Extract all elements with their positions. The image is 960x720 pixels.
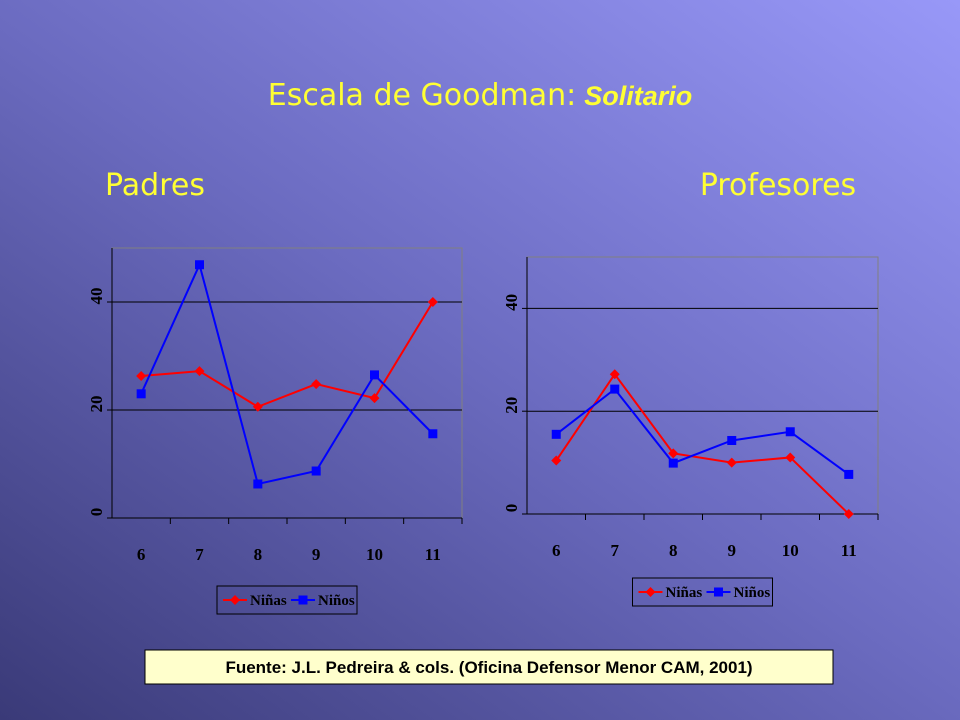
marker bbox=[551, 429, 561, 439]
series-line bbox=[555, 372, 850, 515]
x-tick-label: 8 bbox=[254, 545, 263, 564]
x-tick-label: 10 bbox=[366, 545, 383, 564]
marker bbox=[253, 479, 263, 489]
marker bbox=[610, 384, 620, 394]
marker bbox=[609, 369, 620, 380]
marker bbox=[714, 587, 723, 597]
x-tick-label: 11 bbox=[425, 545, 441, 564]
x-tick-label: 6 bbox=[137, 545, 146, 564]
series-line bbox=[140, 261, 434, 486]
marker bbox=[194, 366, 205, 377]
marker bbox=[645, 587, 656, 597]
marker bbox=[136, 389, 146, 399]
marker bbox=[551, 455, 562, 466]
x-tick-label: 7 bbox=[195, 545, 204, 564]
legend-label: Niñas bbox=[666, 585, 703, 601]
marker bbox=[785, 427, 795, 437]
marker bbox=[668, 458, 678, 468]
marker bbox=[230, 595, 240, 605]
plot-frame bbox=[526, 256, 879, 515]
legend-box bbox=[216, 585, 358, 615]
x-tick-label: 6 bbox=[552, 541, 561, 560]
series-line bbox=[555, 387, 850, 476]
x-tick-label: 9 bbox=[312, 545, 321, 564]
marker bbox=[844, 469, 854, 479]
x-tick-label: 7 bbox=[611, 541, 620, 560]
marker bbox=[252, 401, 263, 412]
legend-box bbox=[632, 577, 773, 607]
marker bbox=[311, 379, 322, 390]
slide-title: Escala de Goodman: Solitario bbox=[268, 78, 693, 113]
title-text: Escala de Goodman: bbox=[268, 78, 576, 113]
marker bbox=[370, 370, 379, 380]
marker bbox=[428, 429, 438, 439]
x-tick-label: 9 bbox=[728, 541, 737, 560]
source-box bbox=[144, 649, 834, 685]
x-tick-label: 11 bbox=[841, 541, 857, 560]
marker bbox=[298, 595, 308, 605]
y-tick-label: 40 bbox=[502, 294, 521, 311]
marker bbox=[195, 260, 204, 270]
legend-label: Niños bbox=[734, 585, 771, 601]
marker bbox=[668, 448, 679, 459]
y-tick-label: 20 bbox=[87, 396, 106, 413]
x-tick-label: 8 bbox=[669, 541, 678, 560]
y-tick-label: 0 bbox=[502, 504, 521, 513]
legend-label: Niños bbox=[318, 593, 355, 609]
marker bbox=[369, 393, 380, 404]
y-tick-label: 40 bbox=[87, 288, 106, 305]
marker bbox=[726, 457, 737, 468]
legend-label: Niñas bbox=[250, 593, 287, 609]
marker bbox=[136, 370, 147, 381]
marker bbox=[727, 435, 737, 445]
marker bbox=[843, 509, 854, 519]
series-line bbox=[141, 301, 434, 408]
marker bbox=[427, 297, 438, 307]
title-emphasis: Solitario bbox=[584, 81, 692, 111]
x-tick-label: 10 bbox=[782, 541, 799, 560]
chart-title: Padres bbox=[105, 168, 205, 203]
marker bbox=[785, 452, 796, 463]
y-tick-label: 20 bbox=[502, 397, 521, 414]
marker bbox=[311, 466, 321, 476]
source: Fuente: J.L. Pedreira & cols. (Oficina D… bbox=[225, 658, 752, 677]
chart-title: Profesores bbox=[700, 168, 856, 203]
y-tick-label: 0 bbox=[87, 508, 106, 517]
